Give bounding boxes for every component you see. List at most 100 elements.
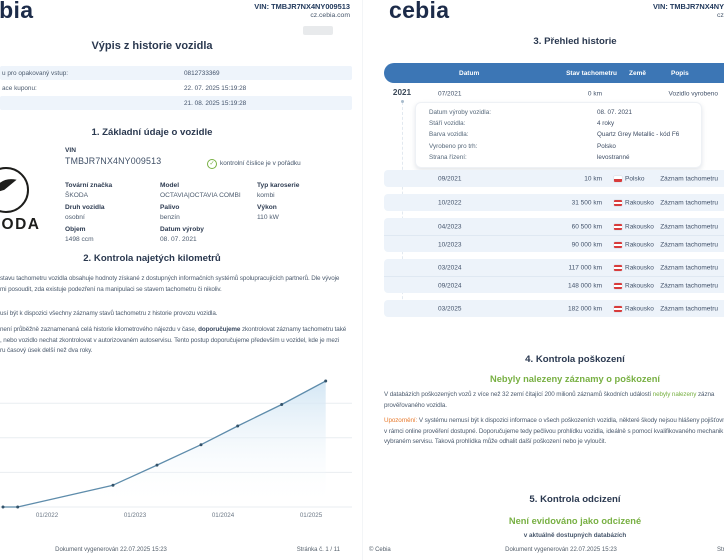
row-country: Rakousko <box>625 305 654 312</box>
damage-status-text: Nebyly nalezeny záznamy o poškození <box>490 374 660 384</box>
row-date: 10/2023 <box>438 241 462 248</box>
damage-warning-paragraph: Upozornění: V systému nemusí být k dispo… <box>384 416 724 448</box>
table-row-group: 10/2022 31 500 km Rakousko Záznam tachometr… <box>384 194 724 211</box>
footer-copyright: © Cebia <box>369 547 391 553</box>
row-country: Rakousko <box>625 282 654 289</box>
section3-heading: 3. Přehled historie <box>533 36 617 47</box>
vin-value: TMBJR7NX4NY009513 <box>65 156 162 166</box>
column-header-odometer: Stav tachometru <box>566 69 617 77</box>
column-header-date: Datum <box>459 69 480 77</box>
row-description: Záznam tachometru <box>660 264 718 271</box>
row-country: Rakousko <box>625 223 654 230</box>
section1-heading: 1. Základní údaje o vozidle <box>91 127 213 138</box>
row-description: Záznam tachometru <box>660 175 718 182</box>
coupon-row: ace kuponu: 22. 07. 2025 15:19:28 <box>0 81 352 95</box>
km-paragraph-1: stavu tachometru vozidla obsahuje hodnot… <box>0 274 339 295</box>
cebia-logo: cebia <box>389 0 450 23</box>
austria-flag-icon <box>614 199 622 206</box>
footer-generated: Dokument vygenerován 22.07.2025 15:23 <box>55 547 167 553</box>
row-country: Rakousko <box>625 241 654 248</box>
austria-flag-icon <box>614 223 622 230</box>
svg-text:01/2024: 01/2024 <box>212 512 235 519</box>
row-description: Záznam tachometru <box>660 223 718 230</box>
austria-flag-icon <box>614 305 622 312</box>
vin-check-text: kontrolní číslice je v pořádku <box>220 160 301 167</box>
detail-label: Strana řízení: <box>429 153 467 161</box>
row-date: 03/2025 <box>438 305 462 312</box>
row-country: Polsko <box>625 175 645 182</box>
header-vin: VIN: TMBJR7NX4NY009513 <box>653 2 724 11</box>
field-value: 110 kW <box>257 213 279 221</box>
text-line: V databázích poškozených vozů z více než… <box>384 390 714 401</box>
header-vin: VIN: TMBJR7NX4NY009513 <box>254 2 350 11</box>
report-page-1: cebia VIN: TMBJR7NX4NY009513 cz.cebia.co… <box>0 0 352 553</box>
column-header-description: Popis <box>671 69 689 77</box>
row-date: 10/2022 <box>438 199 462 206</box>
theft-status-text: Není evidováno jako odcizené <box>508 516 642 526</box>
year-dot <box>401 100 404 103</box>
field-value: ŠKODA <box>65 191 89 199</box>
row-date: 04/2023 <box>438 223 462 230</box>
detail-card-row: Vyrobeno pro trh: Polsko <box>416 143 701 154</box>
table-row: 09/2024 148 000 km Rakousko Záznam tachomet… <box>384 276 724 293</box>
field-value: kombi <box>257 191 275 199</box>
field-value: OCTAVIA|OCTAVIA COMBI <box>160 191 241 199</box>
text-segment: mi posoudit, zda existuje podezření na m… <box>0 285 222 293</box>
damage-paragraph: V databázích poškozených vozů z více než… <box>384 390 714 411</box>
table-row-group: 04/2023 60 500 km Rakousko Záznam tachometr… <box>384 218 724 252</box>
skoda-wing-icon <box>0 179 17 192</box>
field-label: Palivo <box>160 204 180 211</box>
footer-page-number: Stránka <box>717 547 724 553</box>
text-segment: stavu tachometru vozidla obsahuje hodnot… <box>0 275 340 282</box>
text-segment: zkontrolovat záznamy tachometru také <box>240 326 347 333</box>
footer-page-number: Stránka č. 1 / 11 <box>296 547 340 553</box>
table-row: 07/2021 0 km Vozidlo vyrobeno <box>384 86 724 102</box>
table-row: 10/2023 90 000 km Rakousko Záznam tachometr… <box>384 235 724 252</box>
detail-label: Datum výroby vozidla: <box>429 109 491 116</box>
svg-text:01/2023: 01/2023 <box>124 512 147 519</box>
austria-flag-icon <box>614 264 622 271</box>
report-page-2: cebia VIN: TMBJR7NX4NY009513 cz.cebia.co… <box>362 0 724 560</box>
field-value: 1498 ccm <box>65 235 94 243</box>
row-odometer: 148 000 km <box>568 282 602 289</box>
field-label: Datum výroby <box>160 226 204 233</box>
field-label: Tovární značka <box>65 182 113 189</box>
detail-card-rows: Datum výroby vozidla: 08. 07. 2021 Stáří v… <box>416 109 701 165</box>
row-description: Záznam tachometru <box>660 282 718 289</box>
detail-value: levostranné <box>597 153 630 161</box>
coupon-label: ace kuponu: <box>2 84 37 92</box>
theft-status-subtext: v aktuálně dostupných databázích <box>523 532 627 539</box>
detail-card: Datum výroby vozidla: 08. 07. 2021 Stáří v… <box>415 102 702 168</box>
column-header-country: Země <box>629 69 646 77</box>
table-row: 10/2022 31 500 km Rakousko Záznam tachometr… <box>384 194 724 211</box>
cebia-logo: cebia <box>0 0 34 23</box>
text-segment: Upozornění: <box>384 417 418 424</box>
detail-label: Stáří vozidla: <box>429 120 466 128</box>
text-segment: V systému nemusí být k dispozici informa… <box>417 417 724 424</box>
detail-label: Vyrobeno pro trh: <box>429 142 478 150</box>
row-date: 07/2021 <box>438 90 462 98</box>
skoda-logo-icon <box>0 167 29 213</box>
text-line: stavu tachometru vozidla obsahuje hodnot… <box>0 274 339 285</box>
header-site-link[interactable]: cz.cebia.com <box>310 12 350 19</box>
section2-heading: 2. Kontrola najetých kilometrů <box>83 253 221 264</box>
field-label: Výkon <box>257 204 277 211</box>
row-date: 03/2024 <box>438 264 462 271</box>
header-site-link[interactable]: cz.cebia.com <box>717 12 724 19</box>
field-value: 08. 07. 2021 <box>160 235 197 243</box>
detail-value: 4 roky <box>597 120 615 128</box>
row-date: 09/2024 <box>438 282 462 289</box>
text-line: prověřovaného vozidla. <box>384 401 714 412</box>
detail-label: Barva vozidla: <box>429 131 469 139</box>
svg-text:01/2022: 01/2022 <box>36 512 59 519</box>
text-line: mi posoudit, zda existuje podezření na m… <box>0 285 339 296</box>
mileage-chart: 01/2022 01/2023 01/2024 01/2025 <box>0 379 352 519</box>
section5-heading: 5. Kontrola odcizení <box>529 494 621 505</box>
text-line: usí být k dispozici všechny záznamy stav… <box>0 309 217 320</box>
coupon-value: 0812733369 <box>184 69 220 77</box>
year-label: 2021 <box>392 88 412 97</box>
svg-text:01/2025: 01/2025 <box>300 512 323 519</box>
row-description: Záznam tachometru <box>660 241 718 248</box>
skoda-wordmark: ŠKODA <box>0 216 41 233</box>
text-segment: ru časový úsek delší než dva roky. <box>0 347 93 354</box>
